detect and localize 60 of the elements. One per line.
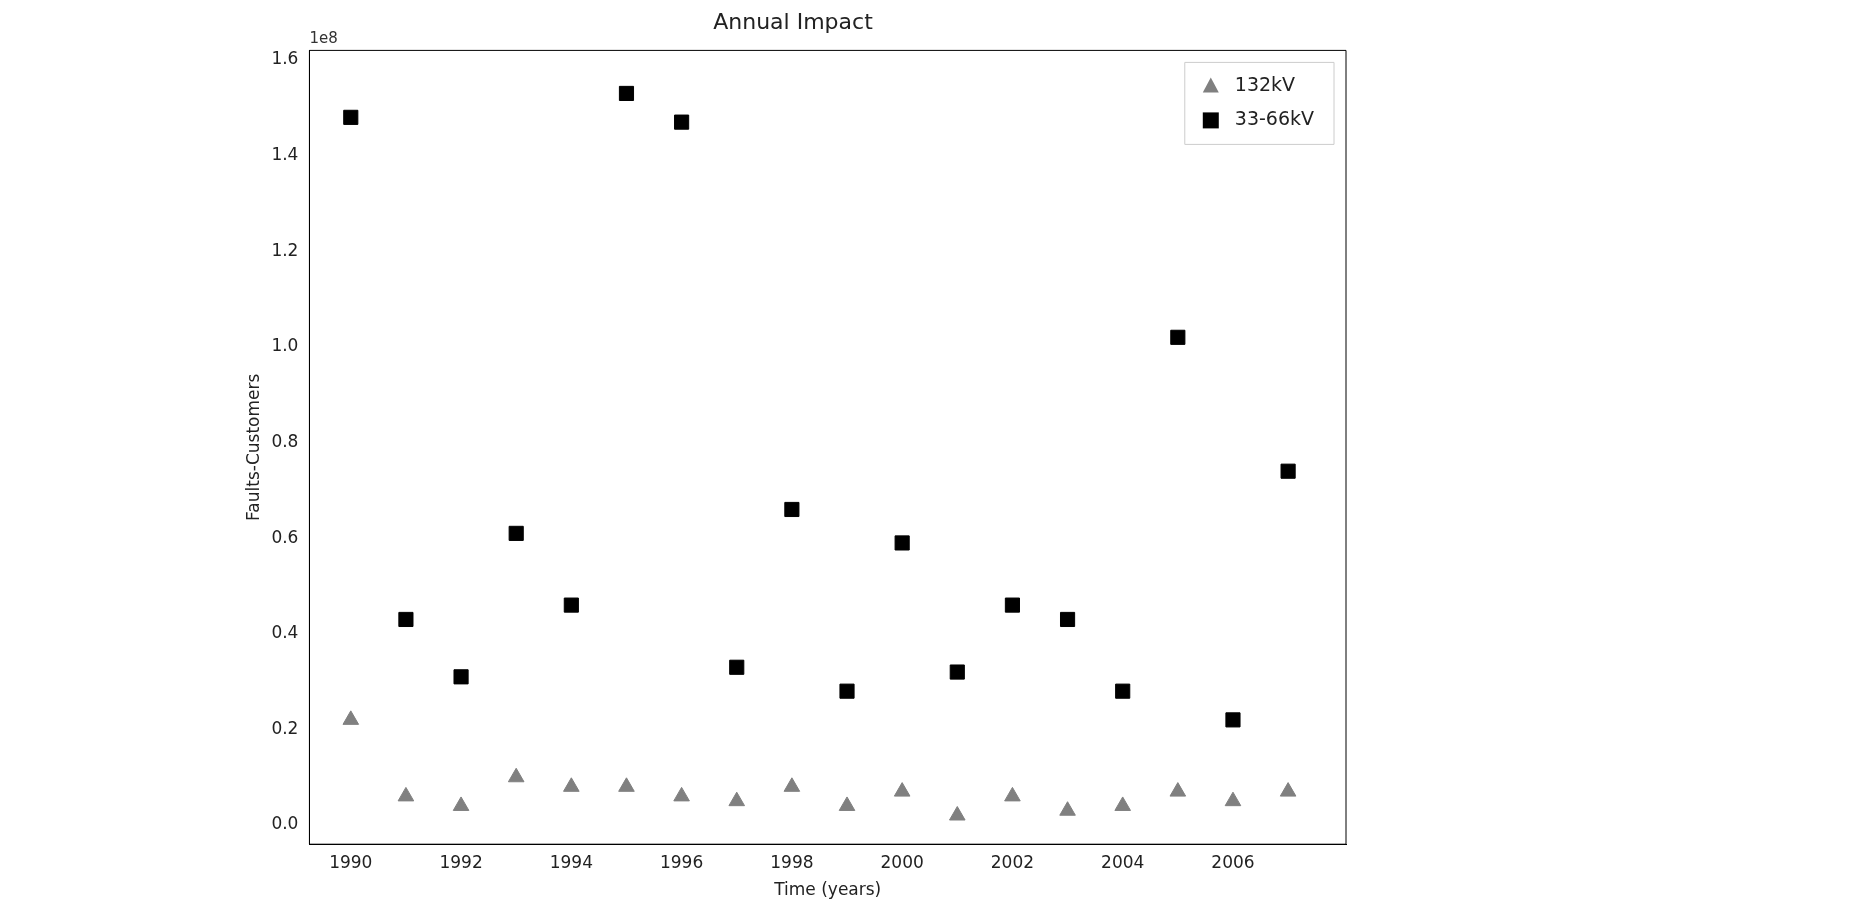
point — [1059, 801, 1076, 816]
point — [1225, 712, 1241, 728]
x-tick-label: 2002 — [990, 851, 1035, 872]
chart-title: Annual Impact — [713, 8, 874, 34]
point — [839, 683, 855, 699]
point — [1114, 796, 1131, 811]
point — [1169, 782, 1187, 797]
x-tick-label: 1990 — [329, 851, 373, 872]
point — [783, 777, 801, 792]
point — [343, 109, 359, 125]
point — [342, 710, 360, 725]
point — [618, 777, 635, 792]
point — [1280, 463, 1296, 479]
point — [563, 777, 580, 792]
point — [894, 535, 910, 551]
point — [452, 796, 470, 811]
y-tick-label: 1.0 — [271, 335, 299, 356]
x-tick-label: 2004 — [1101, 851, 1145, 872]
point — [1279, 782, 1297, 797]
point — [507, 767, 525, 783]
text: 1e8 — [309, 28, 338, 47]
point — [784, 501, 800, 518]
point — [673, 786, 690, 802]
x-tick-label: 2000 — [880, 851, 924, 872]
point — [1004, 786, 1021, 802]
y-tick-label: 0.8 — [271, 430, 299, 451]
point — [1224, 791, 1242, 807]
y-tick-label: 0.4 — [271, 622, 299, 643]
y-tick-label: 1.4 — [271, 144, 299, 165]
legend-label: 132kV — [1234, 73, 1296, 96]
point — [1170, 329, 1186, 345]
x-tick-label: 1998 — [770, 851, 814, 872]
legend-label: 33-66kV — [1234, 107, 1315, 130]
y-axis-title: Faults-Customers — [242, 373, 263, 521]
point — [949, 664, 965, 680]
point — [728, 791, 746, 807]
y-tick-label: 0.0 — [271, 813, 299, 834]
y-tick-label: 1.2 — [271, 239, 299, 260]
y-tick-label: 0.6 — [271, 526, 299, 547]
point — [1115, 683, 1131, 699]
point — [618, 85, 635, 102]
y-tick-label: 1.6 — [271, 48, 299, 69]
point — [563, 597, 579, 613]
point — [1004, 597, 1020, 613]
point — [674, 114, 690, 130]
point — [398, 611, 414, 628]
x-tick-label: 2006 — [1211, 851, 1255, 872]
point — [948, 806, 966, 821]
point — [1059, 611, 1076, 628]
point — [893, 782, 911, 797]
point — [729, 659, 745, 675]
point — [453, 669, 469, 685]
x-tick-label: 1996 — [659, 851, 704, 872]
x-tick-label: 1994 — [549, 851, 593, 872]
y-tick-label: 0.2 — [271, 717, 299, 738]
point — [397, 786, 415, 802]
point — [838, 796, 856, 811]
x-tick-label: 1992 — [439, 851, 483, 872]
x-axis-title: Time (years) — [773, 879, 882, 900]
point — [508, 525, 524, 541]
